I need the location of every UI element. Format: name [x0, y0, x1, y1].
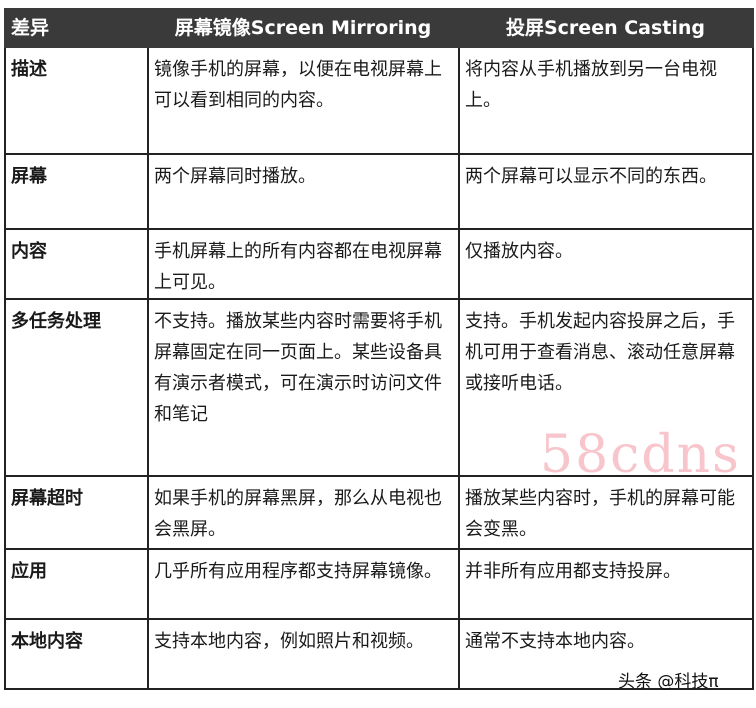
row-key: 本地内容: [4, 618, 149, 690]
table-row: 内容 手机屏幕上的所有内容都在电视屏幕上可见。 仅播放内容。: [4, 228, 754, 300]
casting-cell: 并非所有应用都支持投屏。: [458, 548, 754, 620]
table-row: 应用 几乎所有应用程序都支持屏幕镜像。 并非所有应用都支持投屏。: [4, 548, 754, 620]
row-key: 描述: [4, 46, 149, 155]
header-row: 差异 屏幕镜像Screen Mirroring 投屏Screen Casting: [4, 8, 754, 48]
casting-cell: 通常不支持本地内容。: [458, 618, 754, 690]
casting-cell: 将内容从手机播放到另一台电视上。: [458, 46, 754, 155]
row-key: 屏幕: [4, 153, 149, 230]
casting-cell: 播放某些内容时，手机的屏幕可能会变黑。: [458, 475, 754, 550]
mirroring-cell: 几乎所有应用程序都支持屏幕镜像。: [147, 548, 460, 620]
row-key: 屏幕超时: [4, 475, 149, 550]
mirroring-cell: 手机屏幕上的所有内容都在电视屏幕上可见。: [147, 228, 460, 300]
row-key: 多任务处理: [4, 298, 149, 477]
casting-cell: 两个屏幕可以显示不同的东西。: [458, 153, 754, 230]
casting-cell: 仅播放内容。: [458, 228, 754, 300]
casting-cell: 支持。手机发起内容投屏之后，手机可用于查看消息、滚动任意屏幕或接听电话。: [458, 298, 754, 477]
table-row: 屏幕超时 如果手机的屏幕黑屏，那么从电视也会黑屏。 播放某些内容时，手机的屏幕可能会…: [4, 475, 754, 550]
comparison-table: 差异 屏幕镜像Screen Mirroring 投屏Screen Casting…: [4, 8, 754, 690]
row-key: 应用: [4, 548, 149, 620]
mirroring-cell: 不支持。播放某些内容时需要将手机屏幕固定在同一页面上。某些设备具有演示者模式，可…: [147, 298, 460, 477]
header-casting: 投屏Screen Casting: [458, 8, 754, 48]
mirroring-cell: 镜像手机的屏幕，以便在电视屏幕上可以看到相同的内容。: [147, 46, 460, 155]
mirroring-cell: 两个屏幕同时播放。: [147, 153, 460, 230]
row-key: 内容: [4, 228, 149, 300]
table-row: 本地内容 支持本地内容，例如照片和视频。 通常不支持本地内容。: [4, 618, 754, 690]
table-row: 描述 镜像手机的屏幕，以便在电视屏幕上可以看到相同的内容。 将内容从手机播放到另一台…: [4, 46, 754, 155]
table-row: 多任务处理 不支持。播放某些内容时需要将手机屏幕固定在同一页面上。某些设备具有演示…: [4, 298, 754, 477]
watermark: 头条 @科技π: [618, 672, 719, 692]
header-difference: 差异: [4, 8, 149, 48]
mirroring-cell: 支持本地内容，例如照片和视频。: [147, 618, 460, 690]
mirroring-cell: 如果手机的屏幕黑屏，那么从电视也会黑屏。: [147, 475, 460, 550]
header-mirroring: 屏幕镜像Screen Mirroring: [147, 8, 460, 48]
watermark-background: 58cdns: [540, 425, 741, 485]
table-row: 屏幕 两个屏幕同时播放。 两个屏幕可以显示不同的东西。: [4, 153, 754, 230]
